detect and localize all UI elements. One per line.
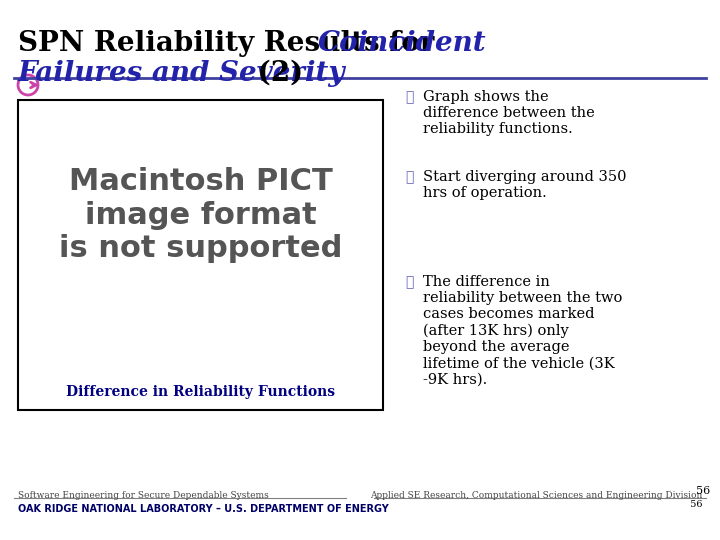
Text: ❖: ❖ bbox=[405, 170, 413, 184]
Text: Start diverging around 350
hrs of operation.: Start diverging around 350 hrs of operat… bbox=[423, 170, 626, 200]
Text: Applied SE Research, Computational Sciences and Engineering Division: Applied SE Research, Computational Scien… bbox=[369, 491, 702, 500]
Text: 56: 56 bbox=[696, 486, 710, 496]
Text: Coincident: Coincident bbox=[318, 30, 487, 57]
Text: Macintosh PICT
image format
is not supported: Macintosh PICT image format is not suppo… bbox=[59, 167, 342, 263]
Text: ❖: ❖ bbox=[405, 275, 413, 289]
Text: 56: 56 bbox=[683, 500, 702, 509]
Text: The difference in
reliability between the two
cases becomes marked
(after 13K hr: The difference in reliability between th… bbox=[423, 275, 622, 387]
Text: ❖: ❖ bbox=[405, 90, 413, 104]
Text: SPN Reliability Results for: SPN Reliability Results for bbox=[18, 30, 444, 57]
Text: Failures and Severity: Failures and Severity bbox=[18, 60, 346, 87]
FancyBboxPatch shape bbox=[18, 100, 383, 410]
Text: Graph shows the
difference between the
reliability functions.: Graph shows the difference between the r… bbox=[423, 90, 595, 137]
Text: OAK RIDGE NATIONAL LABORATORY – U.S. DEPARTMENT OF ENERGY: OAK RIDGE NATIONAL LABORATORY – U.S. DEP… bbox=[18, 504, 389, 514]
Text: Difference in Reliability Functions: Difference in Reliability Functions bbox=[66, 385, 335, 399]
Text: Software Engineering for Secure Dependable Systems: Software Engineering for Secure Dependab… bbox=[18, 491, 269, 500]
Text: (2): (2) bbox=[248, 60, 303, 87]
